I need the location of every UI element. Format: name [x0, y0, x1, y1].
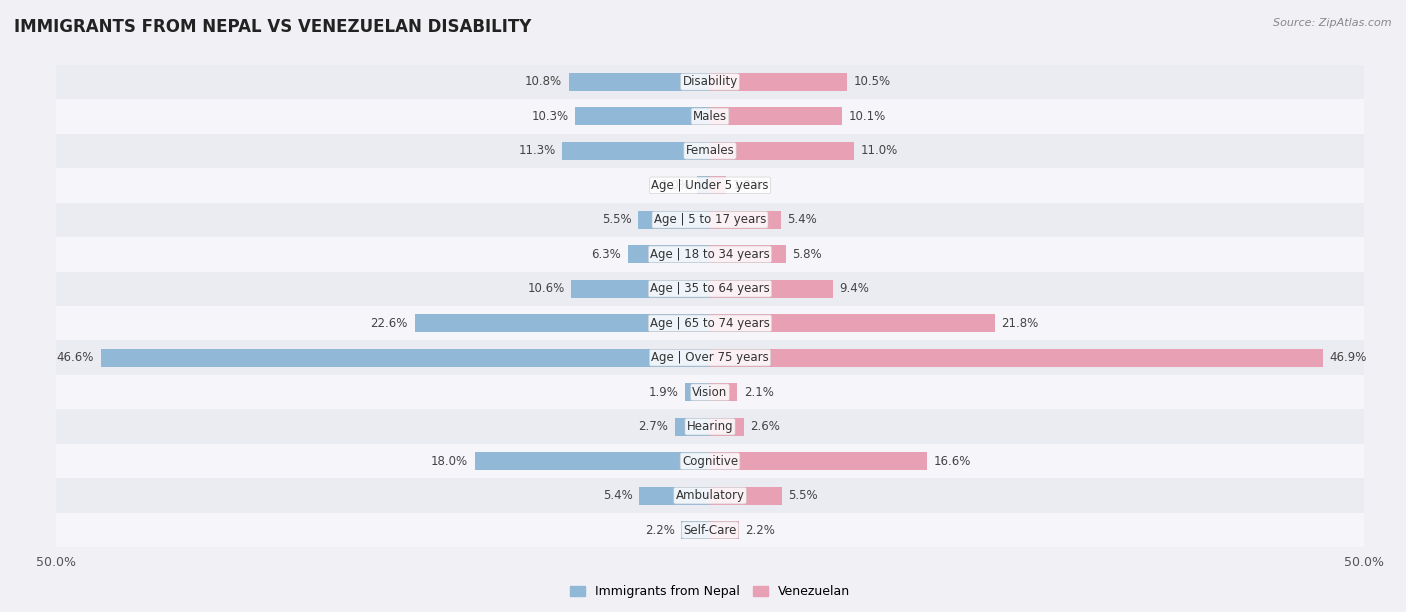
Bar: [710, 245, 786, 263]
Text: 5.4%: 5.4%: [603, 489, 633, 502]
Bar: [56, 375, 1364, 409]
Text: Disability: Disability: [682, 75, 738, 88]
Text: 1.0%: 1.0%: [661, 179, 690, 192]
Text: 11.3%: 11.3%: [519, 144, 555, 157]
Text: 10.1%: 10.1%: [849, 110, 886, 123]
Text: 6.3%: 6.3%: [592, 248, 621, 261]
Text: 10.5%: 10.5%: [853, 75, 891, 88]
Bar: [56, 99, 1364, 133]
Bar: [710, 142, 853, 160]
Text: 18.0%: 18.0%: [432, 455, 468, 468]
Text: Age | Under 5 years: Age | Under 5 years: [651, 179, 769, 192]
Bar: [710, 107, 842, 125]
Bar: [475, 452, 710, 470]
Bar: [710, 452, 927, 470]
Bar: [710, 176, 725, 194]
Text: IMMIGRANTS FROM NEPAL VS VENEZUELAN DISABILITY: IMMIGRANTS FROM NEPAL VS VENEZUELAN DISA…: [14, 18, 531, 36]
Text: 10.3%: 10.3%: [531, 110, 569, 123]
Bar: [56, 340, 1364, 375]
Bar: [56, 203, 1364, 237]
Bar: [638, 211, 710, 229]
Text: 5.4%: 5.4%: [787, 214, 817, 226]
Text: Ambulatory: Ambulatory: [675, 489, 745, 502]
Text: Age | 18 to 34 years: Age | 18 to 34 years: [650, 248, 770, 261]
Bar: [562, 142, 710, 160]
Bar: [56, 306, 1364, 340]
Bar: [101, 349, 710, 367]
Text: Age | Over 75 years: Age | Over 75 years: [651, 351, 769, 364]
Text: 9.4%: 9.4%: [839, 282, 869, 295]
Text: Age | 5 to 17 years: Age | 5 to 17 years: [654, 214, 766, 226]
Bar: [710, 211, 780, 229]
Text: 2.2%: 2.2%: [745, 524, 775, 537]
Text: Age | 35 to 64 years: Age | 35 to 64 years: [650, 282, 770, 295]
Text: Self-Care: Self-Care: [683, 524, 737, 537]
Bar: [571, 280, 710, 297]
Text: Source: ZipAtlas.com: Source: ZipAtlas.com: [1274, 18, 1392, 28]
Text: 1.9%: 1.9%: [648, 386, 679, 398]
Text: 21.8%: 21.8%: [1001, 317, 1039, 330]
Text: 11.0%: 11.0%: [860, 144, 897, 157]
Text: 5.5%: 5.5%: [789, 489, 818, 502]
Bar: [710, 280, 832, 297]
Bar: [56, 409, 1364, 444]
Bar: [569, 73, 710, 91]
Bar: [415, 315, 710, 332]
Bar: [640, 487, 710, 505]
Bar: [682, 521, 710, 539]
Bar: [710, 487, 782, 505]
Bar: [710, 383, 738, 401]
Text: 5.5%: 5.5%: [602, 214, 631, 226]
Text: Hearing: Hearing: [686, 420, 734, 433]
Bar: [56, 513, 1364, 547]
Bar: [56, 133, 1364, 168]
Text: Vision: Vision: [692, 386, 728, 398]
Legend: Immigrants from Nepal, Venezuelan: Immigrants from Nepal, Venezuelan: [565, 580, 855, 603]
Text: 2.1%: 2.1%: [744, 386, 773, 398]
Text: 5.8%: 5.8%: [793, 248, 823, 261]
Text: 22.6%: 22.6%: [371, 317, 408, 330]
Bar: [56, 479, 1364, 513]
Bar: [56, 168, 1364, 203]
Bar: [710, 418, 744, 436]
Text: 2.7%: 2.7%: [638, 420, 668, 433]
Text: Age | 65 to 74 years: Age | 65 to 74 years: [650, 317, 770, 330]
Text: Cognitive: Cognitive: [682, 455, 738, 468]
Bar: [697, 176, 710, 194]
Text: 10.8%: 10.8%: [526, 75, 562, 88]
Bar: [627, 245, 710, 263]
Text: 1.2%: 1.2%: [733, 179, 762, 192]
Bar: [56, 272, 1364, 306]
Bar: [56, 65, 1364, 99]
Text: 46.9%: 46.9%: [1330, 351, 1367, 364]
Bar: [56, 237, 1364, 272]
Text: 2.6%: 2.6%: [751, 420, 780, 433]
Bar: [685, 383, 710, 401]
Bar: [710, 315, 995, 332]
Text: 46.6%: 46.6%: [56, 351, 94, 364]
Text: Females: Females: [686, 144, 734, 157]
Text: 2.2%: 2.2%: [645, 524, 675, 537]
Bar: [575, 107, 710, 125]
Bar: [675, 418, 710, 436]
Bar: [710, 349, 1323, 367]
Text: 10.6%: 10.6%: [527, 282, 565, 295]
Text: Males: Males: [693, 110, 727, 123]
Bar: [56, 444, 1364, 479]
Bar: [710, 521, 738, 539]
Text: 16.6%: 16.6%: [934, 455, 972, 468]
Bar: [710, 73, 848, 91]
